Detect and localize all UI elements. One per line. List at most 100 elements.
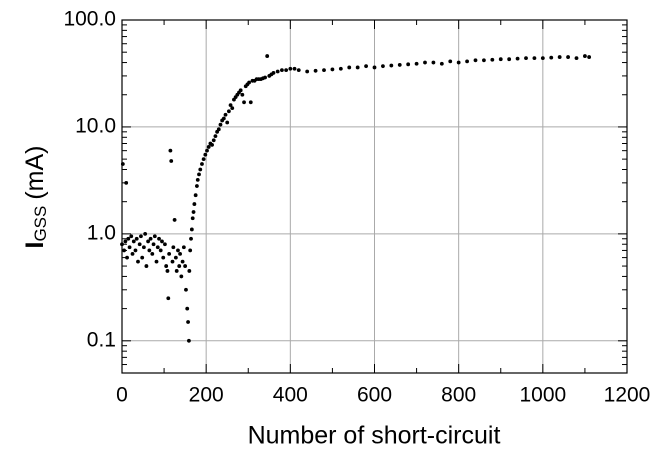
point (549, 55, 554, 60)
y-tick-label: 1.0 (87, 221, 116, 244)
point (218, 122, 223, 127)
x-tick-label: 1200 (604, 384, 651, 407)
point (200, 162, 204, 166)
point (431, 60, 436, 65)
point (275, 69, 280, 74)
point (490, 57, 495, 62)
point (206, 145, 211, 149)
point (133, 248, 138, 253)
y-label-unit: (mA) (21, 145, 49, 199)
point (498, 57, 503, 62)
point (180, 259, 185, 264)
point (189, 227, 194, 232)
point (195, 184, 199, 188)
point (120, 162, 125, 166)
point (210, 142, 214, 147)
y-tick-label: 0.1 (87, 328, 116, 351)
point (140, 255, 145, 260)
point (152, 234, 157, 239)
x-tick-label: 800 (441, 384, 476, 407)
point (322, 68, 326, 73)
point (193, 193, 198, 198)
point (280, 68, 284, 73)
point (178, 251, 182, 256)
point (313, 68, 318, 73)
point (247, 80, 251, 85)
point (171, 245, 176, 250)
point (172, 218, 177, 222)
point (515, 56, 520, 61)
point (397, 63, 402, 67)
point (240, 92, 245, 97)
point (129, 234, 134, 239)
point (151, 242, 156, 247)
point (154, 259, 159, 264)
point (126, 236, 131, 241)
point (169, 159, 174, 163)
point (192, 202, 197, 206)
y-tick-label: 100.0 (63, 8, 116, 31)
point (587, 55, 592, 59)
point (167, 251, 172, 256)
point (583, 54, 587, 58)
point (165, 269, 170, 273)
point (177, 264, 182, 268)
point (130, 251, 135, 256)
point (187, 269, 192, 273)
point (242, 100, 246, 105)
point (136, 259, 140, 264)
x-tick-label: 0 (116, 384, 128, 407)
point (532, 56, 537, 61)
point (465, 59, 469, 64)
point (557, 55, 562, 59)
point (141, 245, 146, 250)
point (271, 71, 276, 75)
point (147, 248, 152, 253)
point (364, 64, 368, 69)
point (195, 177, 200, 182)
point (188, 248, 193, 253)
point (127, 245, 132, 250)
point (223, 112, 228, 117)
point (190, 216, 195, 221)
point (338, 66, 343, 71)
plot-frame (121, 19, 628, 374)
point (143, 231, 148, 236)
point (482, 58, 486, 63)
point (265, 54, 270, 58)
point (439, 61, 444, 66)
point (137, 242, 142, 247)
point (155, 245, 160, 250)
point (157, 236, 161, 241)
point (186, 320, 190, 324)
point (216, 127, 221, 132)
point (263, 75, 267, 80)
point (160, 239, 164, 244)
point (540, 56, 545, 61)
point (211, 138, 216, 143)
point (176, 248, 180, 253)
point (203, 152, 208, 157)
point (158, 248, 163, 253)
point (566, 55, 570, 59)
x-tick-label: 1000 (519, 384, 566, 407)
point (183, 264, 188, 268)
point (355, 65, 360, 70)
point (168, 148, 173, 153)
point (221, 116, 226, 121)
point (170, 259, 175, 264)
point (122, 248, 127, 253)
point (205, 148, 209, 153)
point (473, 58, 478, 63)
y-axis-label: IGSS (mA) (21, 145, 51, 248)
point (292, 66, 297, 71)
point (423, 60, 427, 65)
point (524, 56, 528, 61)
point (226, 109, 231, 114)
point (389, 63, 394, 68)
y-tick-label: 10.0 (75, 114, 116, 137)
point (120, 242, 124, 247)
point (185, 306, 190, 311)
point (248, 100, 253, 105)
point (381, 64, 385, 69)
